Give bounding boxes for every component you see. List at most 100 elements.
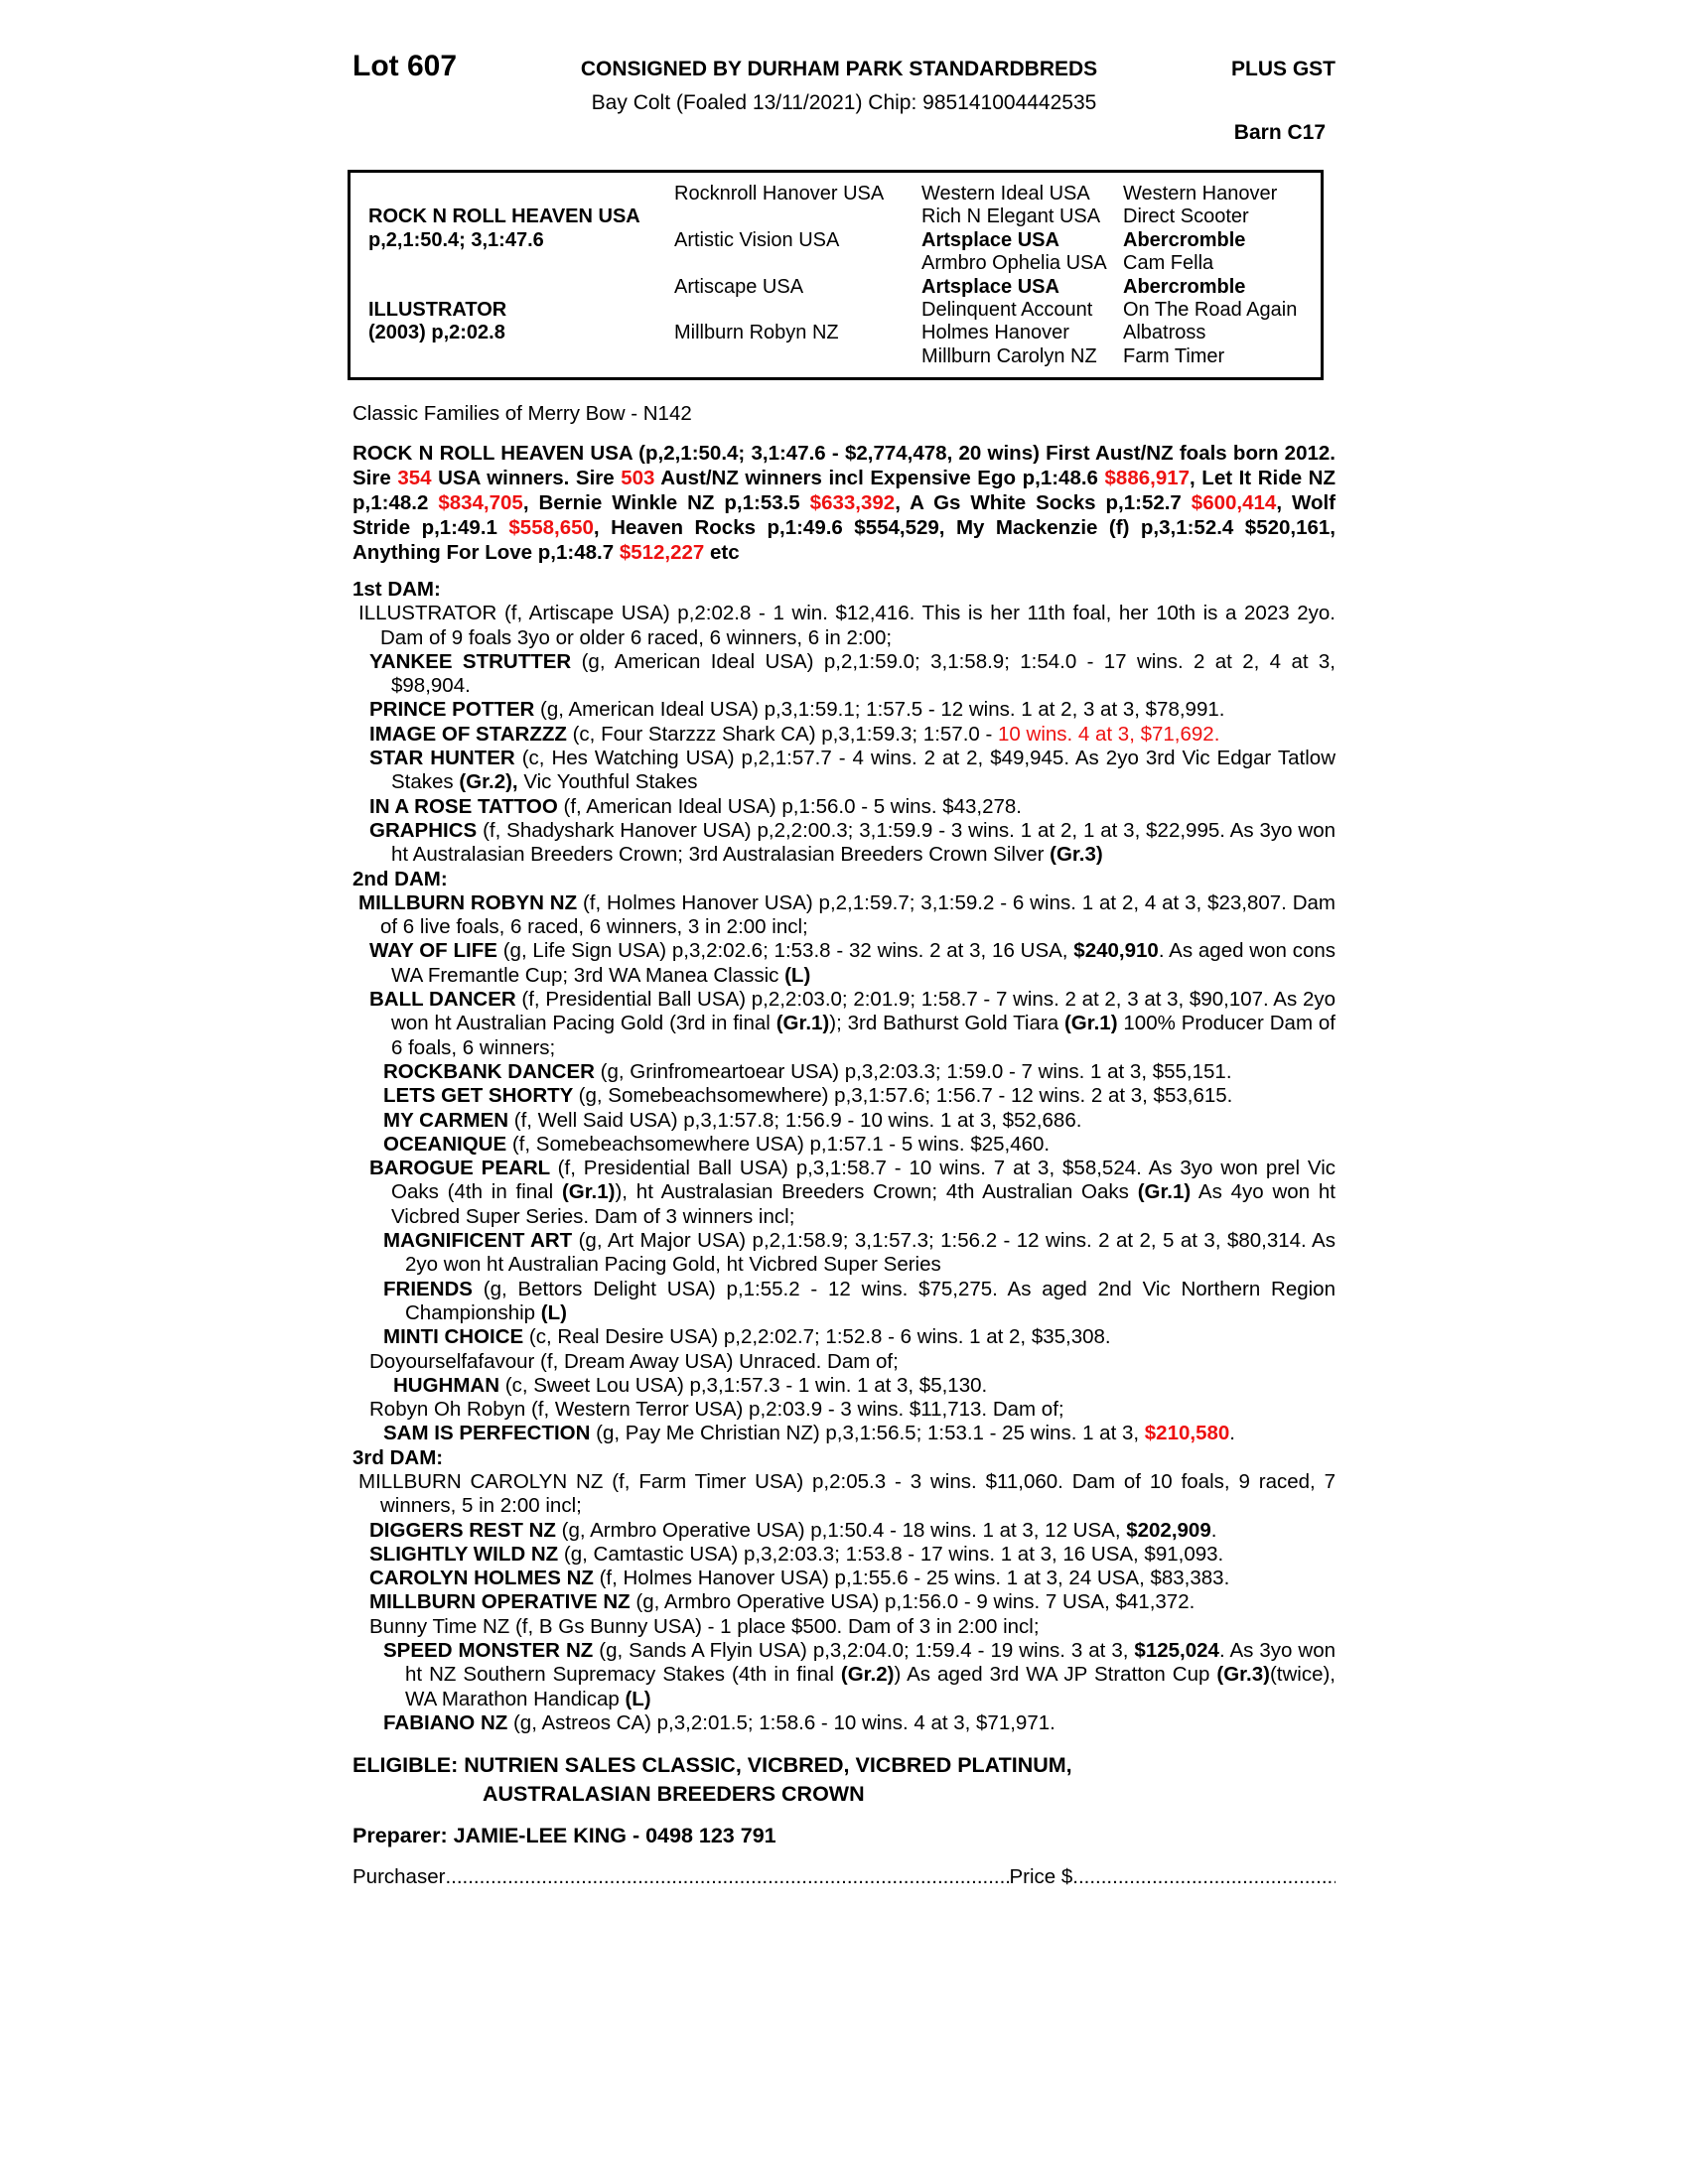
dam-sections-block: 1st DAM: ILLUSTRATOR (f, Artiscape USA) p… xyxy=(352,578,1336,1889)
pedigree-entry: Doyourselfafavour (f, Dream Away USA) Un… xyxy=(352,1350,1336,1374)
text-segment: (g, Somebeachsomewhere) p,3,1:57.6; 1:56… xyxy=(578,1084,1233,1108)
text-segment: $210,580 xyxy=(1144,1422,1230,1445)
preparer-line: Preparer: JAMIE-LEE KING - 0498 123 791 xyxy=(352,1824,776,1848)
text-segment: , Heaven Rocks p,1:49.6 $554,529, My Mac… xyxy=(352,516,1336,564)
text-segment: . As 3yo won ht NZ Southern Supremacy St… xyxy=(405,1639,1336,1687)
text-segment: ) As aged 3rd WA JP Stratton Cup xyxy=(894,1663,1217,1687)
pedigree-entry: SLIGHTLY WILD NZ (g, Camtastic USA) p,3,… xyxy=(352,1543,1336,1567)
text-segment: (f, Somebeachsomewhere USA) p,1:57.1 - 5… xyxy=(511,1132,1051,1156)
text-segment: (g, Armbro Operative USA) p,1:50.4 - 18 … xyxy=(561,1518,1127,1542)
text-segment: (f, Well Said USA) p,3,1:57.8; 1:56.9 - … xyxy=(513,1108,1082,1132)
pedigree-entry: OCEANIQUE (f, Somebeachsomewhere USA) p,… xyxy=(352,1133,1336,1157)
text-segment: (g, Grinfromeartoear USA) p,3,2:03.3; 1:… xyxy=(600,1059,1232,1083)
text-segment: DIGGERS REST NZ xyxy=(369,1518,562,1542)
text-segment: MAGNIFICENT ART xyxy=(383,1229,579,1253)
text-segment: (g, Life Sign USA) p,3,2:02.6; 1:53.8 - … xyxy=(502,939,1074,963)
text-segment: (twice), WA Marathon Handicap xyxy=(405,1663,1336,1710)
text-segment: YANKEE STRUTTER xyxy=(369,649,582,673)
pedigree-cell: p,2,1:50.4; 3,1:47.6 xyxy=(368,228,544,251)
text-segment: Robyn Oh Robyn (f, Western Terror USA) p… xyxy=(369,1398,1064,1422)
text-segment: $633,392 xyxy=(809,491,896,514)
pedigree-cell: Western Hanover xyxy=(1123,183,1278,205)
text-segment: MY CARMEN xyxy=(383,1108,514,1132)
text-segment: USA winners. Sire xyxy=(431,467,622,489)
text-segment: 503 xyxy=(621,467,655,489)
pedigree-cell: Rich N Elegant USA xyxy=(921,205,1101,228)
pedigree-cell xyxy=(368,183,674,205)
pedigree-entry: CAROLYN HOLMES NZ (f, Holmes Hanover USA… xyxy=(352,1567,1336,1590)
pedigree-cell: Rocknroll Hanover USA xyxy=(674,183,885,205)
text-segment: STAR HUNTER xyxy=(369,747,522,770)
text-segment: SLIGHTLY WILD NZ xyxy=(369,1542,564,1566)
text-segment: IN A ROSE TATTOO xyxy=(369,794,564,818)
pedigree-entry: LETS GET SHORTY (g, Somebeachsomewhere) … xyxy=(352,1084,1336,1108)
text-segment: ); 3rd Bathurst Gold Tiara xyxy=(829,1012,1064,1035)
pedigree-entry: Robyn Oh Robyn (f, Western Terror USA) p… xyxy=(352,1398,1336,1422)
pedigree-cell xyxy=(674,345,921,368)
text-segment: OCEANIQUE xyxy=(383,1132,512,1156)
pedigree-entry: STAR HUNTER (c, Hes Watching USA) p,2,1:… xyxy=(352,747,1336,795)
text-segment: (f, Shadyshark Hanover USA) p,2,2:00.3; … xyxy=(391,818,1336,867)
text-segment: (g, Sands A Flyin USA) p,3,2:04.0; 1:59.… xyxy=(599,1639,1135,1663)
text-segment: $558,650 xyxy=(508,516,594,539)
text-segment: . xyxy=(1210,1518,1217,1542)
text-segment: (L) xyxy=(625,1687,651,1710)
eligibility-block: ELIGIBLE: NUTRIEN SALES CLASSIC, VICBRED… xyxy=(352,1751,1336,1809)
pedigree-entry: FRIENDS (g, Bettors Delight USA) p,1:55.… xyxy=(352,1278,1336,1326)
pedigree-cell xyxy=(368,276,674,299)
text-segment: $202,909 xyxy=(1126,1518,1211,1542)
text-segment: $125,024 xyxy=(1134,1639,1219,1663)
text-segment: (Gr.1) xyxy=(1137,1180,1192,1204)
consignor-title: CONSIGNED BY DURHAM PARK STANDARDBREDS xyxy=(580,58,1098,80)
pedigree-cell xyxy=(368,345,674,368)
text-segment: . xyxy=(1229,1422,1235,1445)
text-segment: SPEED MONSTER NZ xyxy=(383,1639,600,1663)
purchaser-dotted-leader: ........................................… xyxy=(445,1864,1010,1888)
text-segment: BAROGUE PEARL xyxy=(369,1157,558,1180)
text-segment: PRINCE POTTER xyxy=(369,698,540,722)
pedigree-entry: MILLBURN CAROLYN NZ (f, Farm Timer USA) … xyxy=(352,1470,1336,1519)
pedigree-cell: Millburn Carolyn NZ xyxy=(921,344,1097,367)
eligibility-line-2: AUSTRALASIAN BREEDERS CROWN xyxy=(483,1782,865,1807)
text-segment: ROCK N ROLL HEAVEN USA (p,2,1:50.4; 3,1:… xyxy=(352,442,1336,489)
pedigree-cell: On The Road Again xyxy=(1123,298,1298,321)
text-segment: IMAGE OF STARZZZ xyxy=(369,722,573,746)
pedigree-cell: Artsplace USA xyxy=(921,275,1059,298)
text-segment: $512,227 xyxy=(619,541,705,564)
text-segment: (c, Real Desire USA) p,2,2:02.7; 1:52.8 … xyxy=(528,1325,1111,1349)
text-segment: . As aged won cons WA Fremantle Cup; 3rd… xyxy=(391,939,1336,987)
pedigree-entry: MILLBURN OPERATIVE NZ (g, Armbro Operati… xyxy=(352,1590,1336,1614)
text-segment: (Gr.1) xyxy=(561,1180,616,1204)
text-segment: etc xyxy=(704,541,740,564)
header-row: Lot 607 CONSIGNED BY DURHAM PARK STANDAR… xyxy=(352,50,1336,83)
pedigree-cell xyxy=(368,252,674,275)
pedigree-cell xyxy=(674,252,921,275)
pedigree-entry: MY CARMEN (f, Well Said USA) p,3,1:57.8;… xyxy=(352,1109,1336,1133)
text-segment: Vic Youthful Stakes xyxy=(517,770,698,794)
text-segment: (g, American Ideal USA) p,3,1:59.1; 1:57… xyxy=(540,698,1225,722)
pedigree-entry: Bunny Time NZ (f, B Gs Bunny USA) - 1 pl… xyxy=(352,1615,1336,1639)
text-segment: $834,705 xyxy=(438,491,523,514)
text-segment: As 4yo won ht Vicbred Super Series. Dam … xyxy=(391,1180,1336,1228)
text-segment: Bunny Time NZ (f, B Gs Bunny USA) - 1 pl… xyxy=(369,1614,1040,1638)
pedigree-cell: Artiscape USA xyxy=(674,275,804,298)
text-segment: , Wolf Stride p,1:49.1 xyxy=(352,491,1336,539)
text-segment: ILLUSTRATOR (f, Artiscape USA) p,2:02.8 … xyxy=(358,602,1336,649)
family-line: Classic Families of Merry Bow - N142 xyxy=(352,402,692,425)
text-segment: (g, Bettors Delight USA) p,1:55.2 - 12 w… xyxy=(405,1277,1336,1324)
dam-heading: 1st DAM: xyxy=(352,578,441,601)
lot-number: Lot 607 xyxy=(352,50,458,82)
text-segment: (f, Holmes Hanover USA) p,1:55.6 - 25 wi… xyxy=(599,1567,1230,1590)
text-segment: $886,917 xyxy=(1104,467,1191,489)
text-segment: ), ht Australasian Breeders Crown; 4th A… xyxy=(615,1180,1138,1204)
pedigree-cell: Cam Fella xyxy=(1123,252,1214,275)
pedigree-cell: Millburn Robyn NZ xyxy=(674,322,839,344)
gst-note: PLUS GST xyxy=(1230,58,1336,80)
pedigree-cell xyxy=(674,299,921,322)
text-segment: (Gr.1) xyxy=(1063,1012,1118,1035)
text-segment: ROCKBANK DANCER xyxy=(383,1059,601,1083)
pedigree-entry: ROCKBANK DANCER (g, Grinfromeartoear USA… xyxy=(352,1060,1336,1084)
text-segment: (g, American Ideal USA) p,2,1:59.0; 3,1:… xyxy=(391,649,1336,698)
pedigree-cell: Albatross xyxy=(1123,322,1206,344)
